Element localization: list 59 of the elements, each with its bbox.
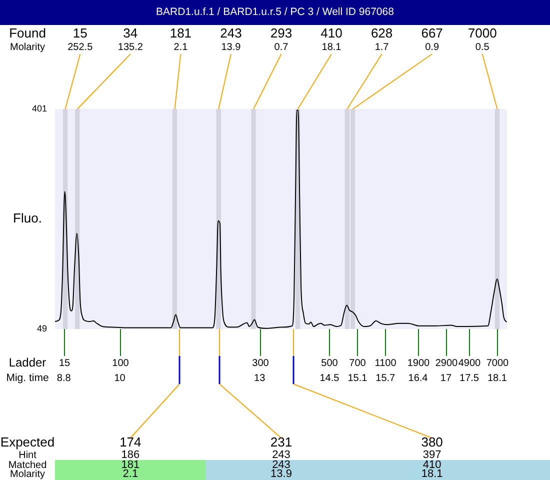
- text: 252.5: [68, 42, 94, 53]
- text: 0.5: [475, 42, 490, 53]
- text: Molarity: [10, 42, 46, 53]
- y-tick-label: 49: [36, 323, 47, 334]
- annotation: 293: [270, 26, 292, 41]
- text: Expected: [0, 434, 55, 450]
- y-tick-label: 401: [32, 103, 47, 114]
- annotation: 628: [370, 26, 393, 41]
- x-tick-label: 14.5: [320, 372, 340, 384]
- text: 13.9: [270, 468, 292, 480]
- text: Matched: [8, 460, 47, 471]
- annotation: 231: [270, 434, 292, 450]
- text: 2.1: [174, 42, 188, 53]
- x-tick-label: 15.7: [376, 372, 396, 384]
- x-tick-label: 8.8: [56, 372, 72, 384]
- chart-title: BARD1.u.f.1 / BARD1.u.r.5 / PC 3 / Well ID 967068: [0, 0, 550, 25]
- text: Ladder: [8, 355, 46, 370]
- x-tick-label: 17: [440, 372, 452, 384]
- annotation: 4900: [458, 358, 482, 369]
- x-tick-label: 13: [254, 372, 266, 384]
- annotation: 300: [252, 358, 270, 369]
- annotation: 2900: [435, 358, 458, 369]
- x-tick-label: 18.1: [487, 372, 508, 384]
- text: 0.7: [274, 42, 289, 53]
- text: 0.9: [425, 42, 440, 53]
- text: 135.2: [118, 42, 144, 53]
- text: Molarity: [10, 468, 46, 480]
- x-tick-label: 17.5: [460, 372, 480, 384]
- annotation: 7000: [468, 26, 497, 41]
- annotation: 15: [58, 358, 70, 369]
- annotation: 181: [170, 26, 192, 41]
- text: 397: [422, 449, 442, 462]
- annotation: 410: [320, 26, 342, 41]
- text: 18.1: [421, 468, 443, 480]
- annotation: 667: [421, 26, 443, 41]
- annotation: 100: [112, 358, 130, 369]
- annotation: 500: [321, 358, 338, 369]
- annotation: 243: [220, 26, 242, 41]
- annotation: 7000: [486, 358, 510, 369]
- text: 186: [121, 449, 140, 462]
- annotation: 174: [120, 434, 142, 450]
- text: 2.1: [122, 468, 138, 480]
- annotation: 380: [421, 434, 443, 450]
- annotation: 34: [123, 26, 138, 41]
- text: 243: [272, 449, 290, 462]
- annotation: 700: [349, 358, 366, 369]
- text: 18.1: [322, 42, 342, 53]
- x-tick-label: 10: [114, 372, 126, 384]
- x-tick-label: 15.1: [348, 372, 368, 384]
- x-tick-label: 16.4: [408, 372, 428, 384]
- text: 1.7: [374, 42, 390, 53]
- y-axis-title: Fluo.: [13, 210, 42, 226]
- text: Hint: [18, 450, 37, 461]
- text: Found: [9, 26, 46, 41]
- annotation: 15: [72, 26, 88, 41]
- x-axis-title: Mig. time: [6, 372, 49, 384]
- annotation: 1900: [407, 358, 430, 369]
- text: 13.9: [221, 42, 242, 53]
- annotation: 1100: [374, 358, 397, 369]
